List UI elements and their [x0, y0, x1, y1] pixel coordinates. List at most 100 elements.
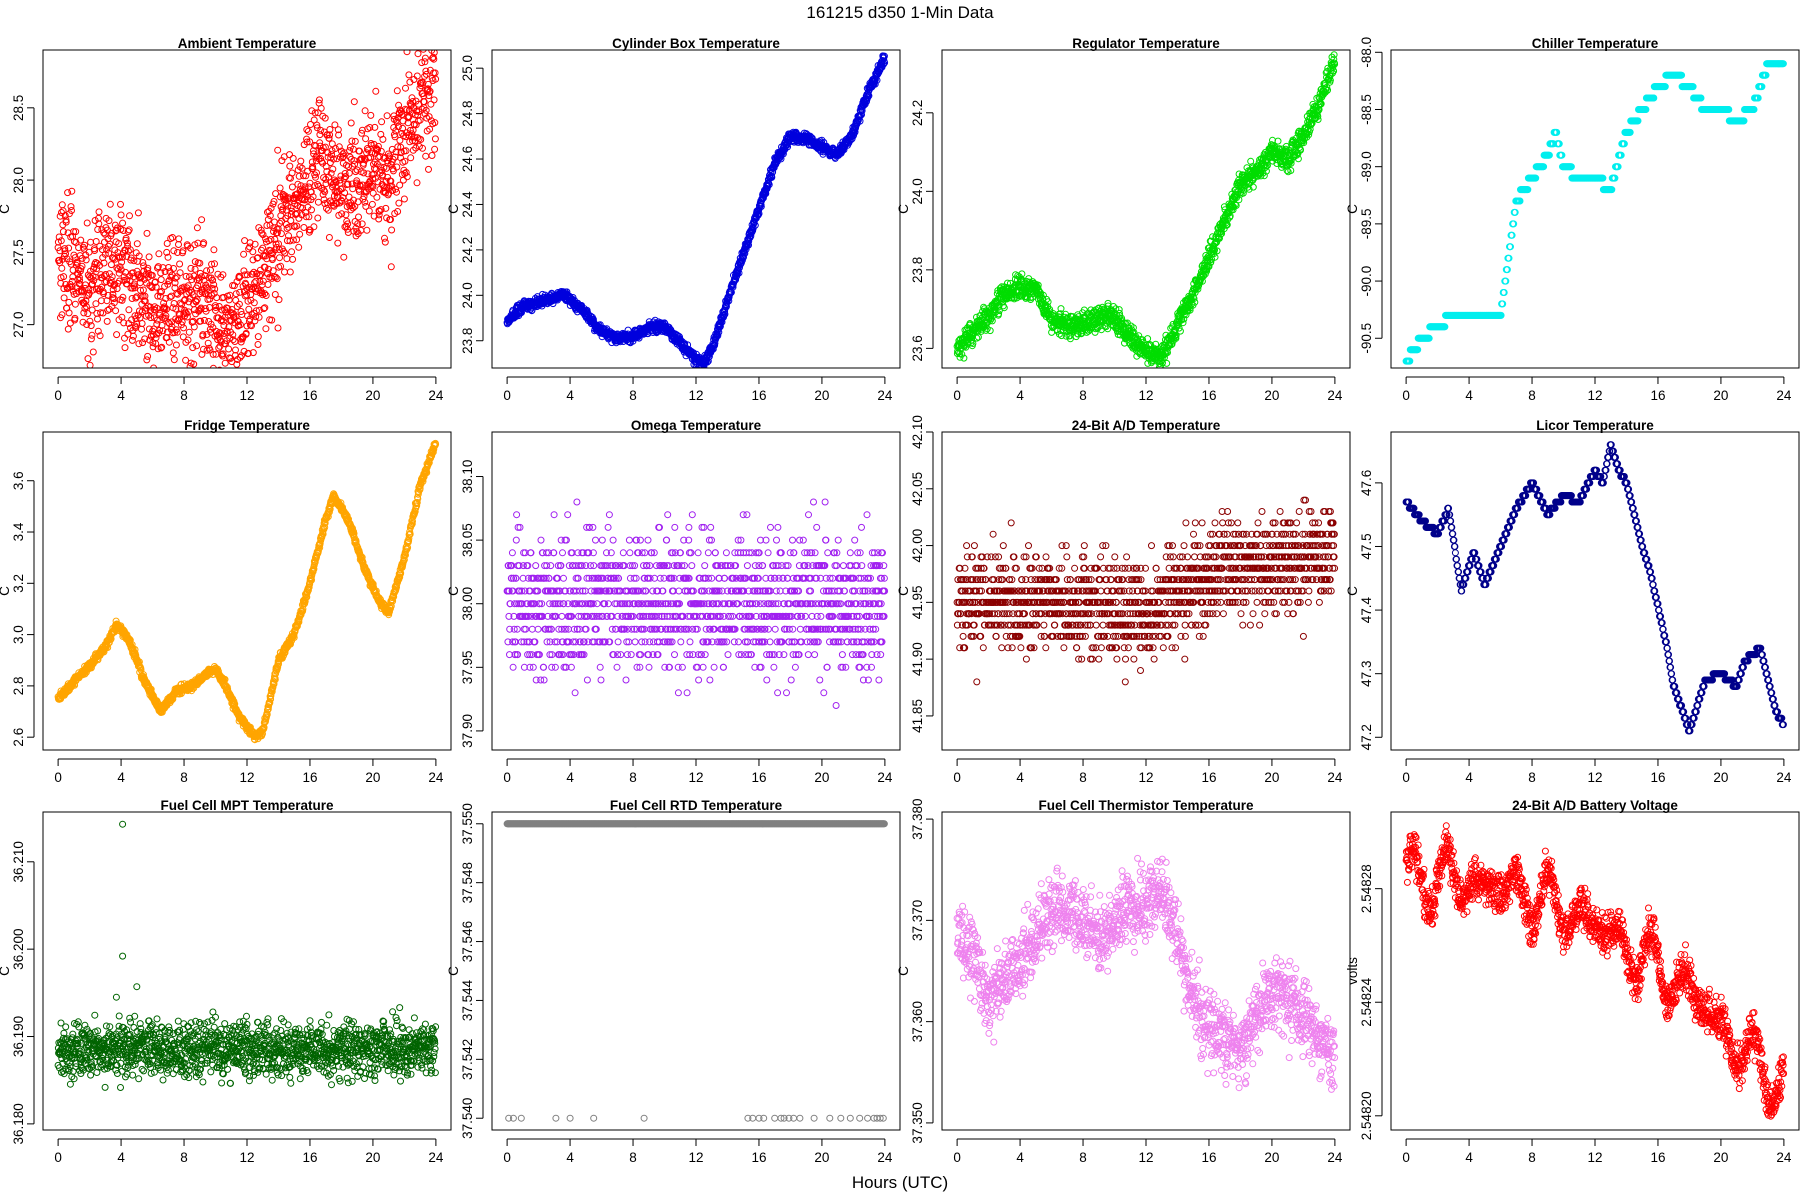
data-point	[322, 162, 330, 170]
data-point	[328, 147, 336, 155]
data-point	[769, 168, 777, 176]
data-point	[365, 207, 373, 215]
data-point	[387, 216, 394, 223]
data-point	[88, 306, 96, 314]
data-point	[324, 206, 332, 214]
data-point	[141, 297, 149, 305]
data-point	[327, 169, 335, 177]
data-point	[745, 241, 752, 249]
data-point	[303, 138, 311, 146]
data-point	[266, 221, 274, 229]
data-point	[293, 210, 301, 217]
data-point	[1000, 304, 1008, 312]
data-point	[1326, 76, 1334, 84]
data-point	[409, 146, 417, 154]
x-axis: 0 4 8 12 16 20 24	[503, 376, 893, 403]
data-point	[358, 220, 366, 228]
data-point	[118, 253, 126, 261]
data-point	[161, 268, 169, 275]
data-point	[1135, 332, 1143, 340]
data-point	[426, 125, 434, 133]
data-point	[94, 327, 102, 335]
data-point	[314, 214, 322, 222]
data-point	[289, 154, 297, 162]
data-point	[226, 291, 234, 299]
data-point	[266, 212, 274, 220]
data-point	[303, 126, 311, 134]
data-point	[881, 59, 889, 67]
data-point	[62, 250, 69, 258]
data-point	[1283, 167, 1291, 174]
data-point	[960, 354, 968, 362]
data-point	[255, 306, 263, 314]
data-point	[1164, 349, 1171, 356]
x-tick-label: 24	[428, 388, 444, 403]
x-tick-label: 16	[1201, 388, 1216, 403]
data-point	[196, 259, 204, 267]
data-point	[193, 342, 201, 350]
data-point	[995, 307, 1003, 315]
data-point	[163, 305, 170, 313]
data-point	[265, 265, 272, 273]
data-point	[128, 316, 136, 324]
data-point	[251, 240, 259, 248]
data-point	[324, 149, 332, 157]
data-point	[89, 348, 97, 356]
data-point	[210, 281, 218, 289]
data-point	[735, 269, 743, 277]
x-tick-label: 0	[953, 388, 961, 403]
data-point	[325, 234, 333, 241]
data-point	[401, 157, 409, 165]
data-point	[123, 239, 131, 247]
data-point	[402, 147, 410, 155]
data-point	[121, 334, 128, 342]
data-point	[347, 206, 355, 214]
data-point	[276, 184, 284, 192]
data-point	[124, 247, 132, 255]
data-point	[1608, 186, 1616, 194]
data-point	[84, 310, 92, 318]
data-point	[351, 160, 359, 168]
data-point	[170, 247, 178, 255]
data-point	[190, 323, 198, 331]
data-point	[148, 271, 156, 279]
data-point	[1264, 161, 1271, 169]
data-point	[393, 188, 400, 196]
data-point	[1207, 258, 1215, 266]
x-tick-label: 8	[1079, 388, 1087, 403]
y-axis-label: C	[0, 204, 12, 214]
data-point	[92, 238, 100, 245]
data-point	[425, 88, 433, 96]
data-point	[76, 276, 84, 284]
data-point	[216, 366, 223, 368]
data-point	[427, 117, 435, 125]
data-point	[183, 313, 191, 321]
x-tick-label: 24	[877, 388, 893, 403]
data-point	[275, 296, 283, 304]
data-point	[115, 240, 123, 247]
data-point	[277, 262, 285, 270]
data-point	[235, 300, 243, 308]
data-point	[413, 72, 421, 80]
data-point	[95, 208, 103, 216]
data-point	[130, 257, 138, 265]
data-point	[289, 255, 297, 263]
data-point	[412, 144, 420, 152]
data-point	[84, 355, 92, 363]
data-point	[1158, 355, 1166, 363]
data-point	[1274, 137, 1282, 145]
data-point	[314, 198, 322, 206]
data-point	[187, 244, 195, 252]
data-point	[188, 276, 196, 284]
y-tick-label: 24.8	[460, 100, 475, 126]
data-point	[320, 174, 328, 182]
data-point	[1194, 285, 1202, 293]
data-point	[407, 102, 415, 110]
data-point	[768, 173, 776, 181]
data-point	[1650, 94, 1658, 102]
data-point	[301, 185, 309, 193]
data-point	[56, 212, 64, 220]
data-point	[1294, 155, 1302, 163]
data-point	[144, 352, 152, 360]
data-point	[718, 318, 726, 326]
